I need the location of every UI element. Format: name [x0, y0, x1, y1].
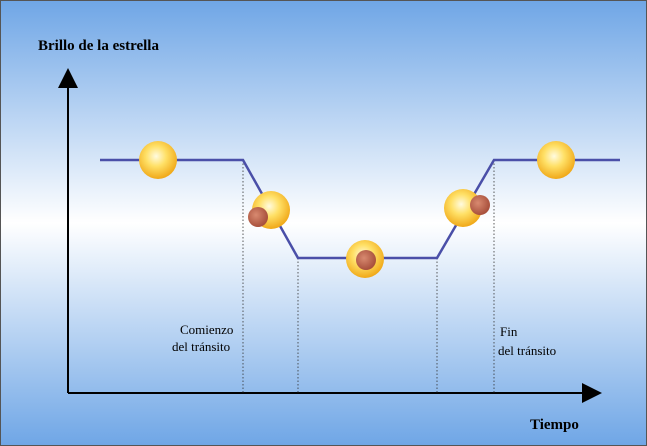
y-axis-label: Brillo de la estrella	[38, 38, 159, 54]
x-axis-label: Tiempo	[530, 417, 579, 433]
annotation: del tránsito	[498, 343, 556, 358]
stars	[139, 141, 575, 278]
annotation: Comienzo	[180, 322, 233, 337]
annotation: Fin	[500, 324, 518, 339]
guides	[242, 160, 495, 393]
annotation: del tránsito	[172, 339, 230, 354]
